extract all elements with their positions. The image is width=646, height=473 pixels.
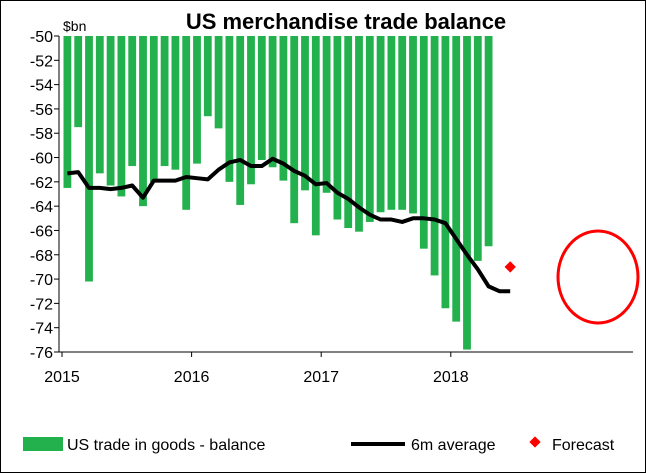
bar [257, 36, 266, 160]
legend: US trade in goods - balance 6m average F… [23, 436, 615, 454]
chart-title: US merchandise trade balance [186, 9, 506, 34]
bar [419, 36, 428, 249]
bar [473, 36, 482, 261]
bar [128, 36, 137, 167]
x-tick-label: 2016 [174, 369, 210, 386]
bar [344, 36, 353, 229]
legend-average-label: 6m average [411, 437, 496, 454]
average-line [67, 156, 511, 294]
bar [74, 36, 83, 128]
bar [376, 36, 385, 213]
y-tick-label: -56 [30, 102, 53, 119]
bar [268, 36, 277, 168]
bar [171, 36, 180, 170]
bar [182, 36, 191, 210]
y-tick-label: -64 [30, 199, 53, 216]
legend-bars-label: US trade in goods - balance [67, 437, 265, 454]
bar [398, 36, 407, 210]
bar [311, 36, 320, 236]
y-tick-label: -70 [30, 272, 53, 289]
bar [106, 36, 115, 186]
bar [452, 36, 461, 322]
y-tick-label: -68 [30, 248, 53, 265]
bar [160, 36, 169, 167]
y-tick-label: -60 [30, 151, 53, 168]
bar [355, 36, 363, 232]
bar [430, 36, 439, 276]
bar [365, 36, 374, 222]
bar [214, 36, 223, 129]
y-tick-label: -72 [30, 296, 53, 313]
bar [409, 36, 417, 214]
bar [333, 36, 342, 220]
bar [484, 36, 493, 247]
bar [236, 36, 245, 205]
y-tick-label: -74 [30, 321, 53, 338]
bar [301, 36, 309, 191]
bar [193, 36, 201, 164]
bars-group [63, 36, 493, 350]
bar [290, 36, 299, 224]
bar [279, 36, 288, 181]
bar [85, 36, 93, 282]
bar [63, 36, 72, 188]
x-tick-label: 2017 [303, 369, 339, 386]
legend-forecast-swatch [529, 436, 541, 448]
bar [95, 36, 104, 174]
y-tick-label: -50 [30, 29, 53, 46]
bar [149, 36, 158, 182]
unit-label: $bn [63, 18, 86, 34]
axes-group: -50 -52 -54 -56 -58 -60 -62 -64 -66 -68 -70 -72 -74 -… [30, 29, 633, 386]
bar [463, 36, 471, 350]
forecast-marker [504, 261, 516, 273]
highlight-circle [556, 229, 640, 325]
y-tick-label: -54 [30, 78, 53, 95]
x-tick-label: 2018 [433, 369, 469, 386]
bar [387, 36, 396, 210]
legend-forecast-label: Forecast [552, 437, 615, 454]
x-tick-label: 2015 [44, 369, 80, 386]
lines-group [67, 156, 511, 294]
y-tick-label: -58 [30, 126, 53, 143]
bar [139, 36, 147, 207]
y-tick-label: -76 [30, 345, 53, 362]
bar [322, 36, 331, 193]
y-tick-label: -66 [30, 223, 53, 240]
bar [117, 36, 126, 197]
markers-group [504, 229, 640, 325]
bar [203, 36, 212, 117]
y-tick-label: -62 [30, 175, 53, 192]
bar [247, 36, 255, 185]
legend-bar-swatch [23, 437, 63, 451]
y-tick-label: -52 [30, 53, 53, 70]
bar [441, 36, 450, 309]
bar [225, 36, 234, 182]
